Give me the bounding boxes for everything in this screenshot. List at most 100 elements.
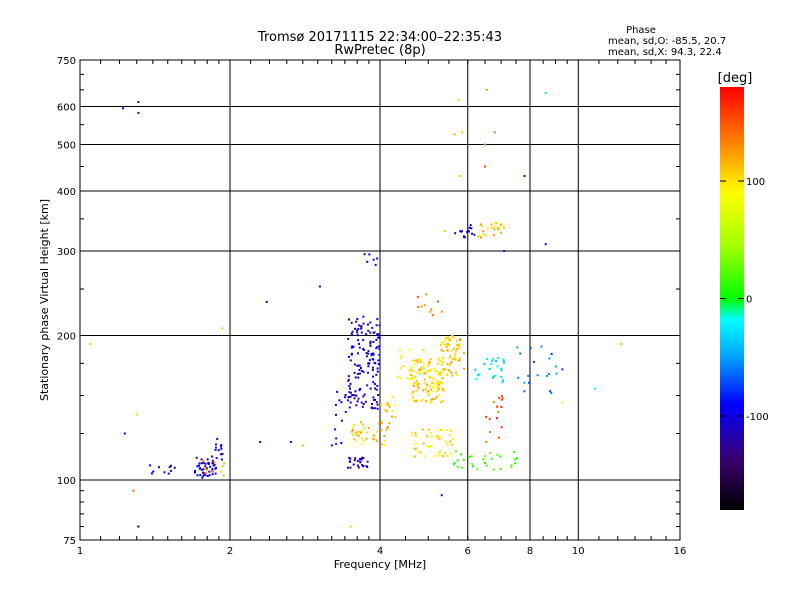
data-point bbox=[453, 133, 456, 136]
data-point bbox=[167, 472, 170, 475]
data-point bbox=[425, 293, 427, 296]
data-point bbox=[445, 338, 447, 341]
data-point bbox=[446, 443, 449, 446]
data-point bbox=[485, 464, 488, 467]
data-point bbox=[422, 368, 425, 371]
data-point bbox=[481, 225, 483, 227]
data-point bbox=[352, 394, 355, 396]
data-point bbox=[422, 366, 425, 368]
data-point bbox=[365, 333, 368, 336]
data-point bbox=[488, 418, 491, 421]
data-point bbox=[422, 398, 425, 401]
data-point bbox=[440, 363, 443, 366]
data-point bbox=[514, 462, 517, 465]
data-point bbox=[375, 388, 378, 391]
data-point bbox=[414, 363, 417, 366]
data-point bbox=[375, 339, 378, 341]
data-point bbox=[318, 285, 321, 288]
data-point bbox=[436, 383, 439, 386]
data-point bbox=[492, 375, 495, 378]
data-point bbox=[477, 374, 480, 377]
data-point bbox=[352, 463, 355, 466]
data-point bbox=[207, 462, 210, 465]
data-point bbox=[356, 364, 359, 367]
data-point bbox=[387, 426, 389, 429]
data-point bbox=[132, 489, 135, 492]
data-point bbox=[350, 394, 353, 397]
data-point bbox=[549, 390, 552, 393]
data-point bbox=[460, 230, 463, 233]
data-point bbox=[410, 366, 413, 368]
data-point bbox=[430, 388, 433, 391]
data-point bbox=[482, 233, 485, 236]
data-point bbox=[497, 436, 500, 439]
data-point bbox=[500, 231, 502, 234]
data-point bbox=[215, 446, 217, 449]
data-point bbox=[620, 343, 623, 345]
data-point bbox=[555, 365, 558, 368]
data-point bbox=[367, 329, 370, 332]
data-point bbox=[366, 260, 369, 263]
data-point bbox=[412, 383, 415, 386]
data-point bbox=[376, 384, 379, 387]
data-point bbox=[561, 368, 564, 371]
data-point bbox=[372, 375, 375, 378]
data-point bbox=[375, 401, 378, 404]
data-point bbox=[355, 434, 358, 437]
data-point bbox=[376, 257, 379, 260]
data-point bbox=[438, 382, 441, 385]
data-point bbox=[429, 432, 432, 435]
data-point bbox=[498, 396, 501, 399]
data-point bbox=[432, 390, 435, 393]
data-point bbox=[432, 377, 435, 380]
data-point bbox=[204, 465, 207, 468]
data-point bbox=[536, 374, 539, 377]
y-tick-label: 75 bbox=[63, 536, 76, 547]
data-point bbox=[485, 415, 488, 418]
data-point bbox=[445, 440, 447, 443]
data-point bbox=[374, 398, 377, 401]
data-point bbox=[374, 435, 377, 438]
data-point bbox=[399, 367, 402, 370]
data-point bbox=[439, 429, 442, 431]
data-point bbox=[357, 376, 360, 379]
data-point bbox=[373, 361, 376, 364]
data-point bbox=[428, 363, 431, 365]
data-point bbox=[466, 231, 468, 234]
data-point bbox=[435, 435, 438, 438]
data-point bbox=[170, 469, 172, 472]
data-point bbox=[457, 98, 460, 101]
data-point bbox=[362, 347, 365, 350]
data-point bbox=[358, 364, 361, 367]
data-point bbox=[523, 175, 526, 177]
data-point bbox=[350, 525, 353, 528]
data-point bbox=[409, 378, 412, 381]
data-point bbox=[349, 396, 352, 398]
data-point bbox=[492, 401, 495, 404]
data-point bbox=[431, 381, 434, 384]
data-point bbox=[208, 470, 211, 473]
data-point bbox=[471, 232, 473, 235]
data-point bbox=[349, 382, 352, 385]
data-point bbox=[447, 369, 450, 372]
data-point bbox=[200, 468, 203, 471]
data-point bbox=[437, 359, 440, 361]
data-point bbox=[437, 437, 440, 440]
data-point bbox=[449, 440, 452, 443]
data-point bbox=[438, 372, 441, 375]
data-point bbox=[360, 327, 363, 330]
data-point bbox=[347, 399, 350, 402]
data-point bbox=[470, 227, 473, 230]
data-point bbox=[336, 390, 339, 393]
data-point bbox=[220, 470, 223, 473]
data-point bbox=[409, 372, 412, 375]
data-point bbox=[414, 359, 417, 362]
data-point bbox=[437, 388, 440, 391]
data-point bbox=[211, 459, 214, 462]
data-point bbox=[429, 358, 432, 361]
data-point bbox=[358, 369, 361, 371]
data-point bbox=[137, 111, 140, 114]
data-point bbox=[550, 353, 553, 355]
data-point bbox=[351, 352, 353, 355]
data-point bbox=[348, 391, 351, 394]
